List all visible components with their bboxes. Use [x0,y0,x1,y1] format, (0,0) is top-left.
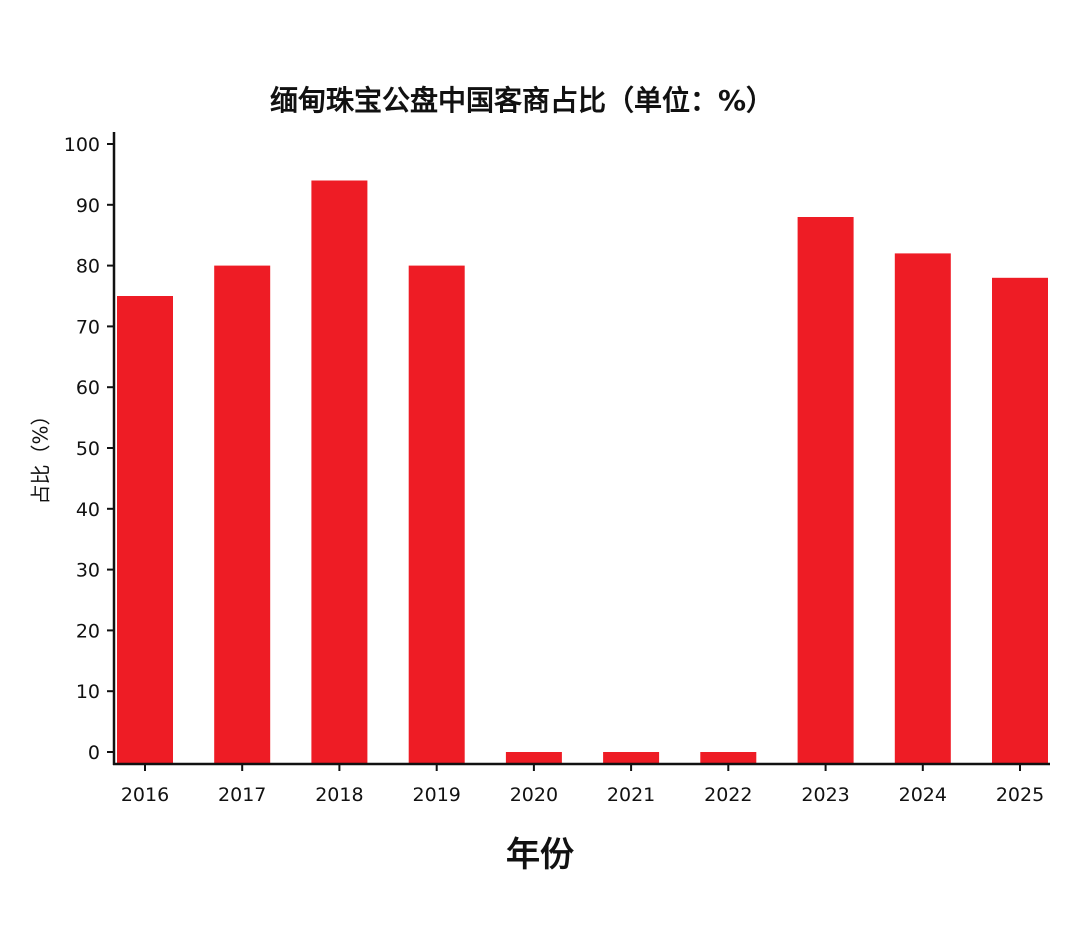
bar-2023 [797,217,854,764]
bar-2025 [992,277,1048,764]
bar-2022 [700,752,757,764]
x-tick-label-2023: 2023 [801,784,849,806]
y-tick-label-60: 60 [76,377,100,399]
y-tick-label-90: 90 [76,195,100,217]
bar-2021 [603,752,660,764]
bar-2016 [117,296,173,764]
y-ticks-layer: 0 10 20 30 40 50 60 70 80 90 100 [64,134,114,764]
x-tick-label-2016: 2016 [121,784,169,806]
x-ticks-layer: 2016 2017 2018 2019 2020 2021 2022 2023 2024 2025 [121,764,1044,806]
x-tick-label-2022: 2022 [704,784,752,806]
x-tick-label-2021: 2021 [607,784,655,806]
x-tick-label-2017: 2017 [218,784,266,806]
y-tick-label-20: 20 [76,620,100,642]
y-tick-label-40: 40 [76,499,100,521]
y-tick-label-80: 80 [76,256,100,278]
chart-title: 缅甸珠宝公盘中国客商占比（单位：%） [270,84,774,117]
y-tick-label-50: 50 [76,438,100,460]
x-tick-label-2020: 2020 [510,784,558,806]
bar-2019 [408,265,465,764]
bars-layer [117,180,1048,764]
x-tick-label-2025: 2025 [996,784,1044,806]
bar-2020 [505,752,562,764]
y-tick-label-10: 10 [76,681,100,703]
x-tick-label-2024: 2024 [899,784,947,806]
y-tick-label-0: 0 [88,742,100,764]
x-tick-label-2018: 2018 [315,784,363,806]
y-tick-label-100: 100 [64,134,100,156]
bar-2018 [311,180,368,764]
bar-2024 [894,253,951,764]
x-axis-label: 年份 [506,835,574,875]
bar-2017 [214,265,271,764]
y-axis-label-group: 占比（%） [29,405,53,504]
y-tick-label-70: 70 [76,316,100,338]
y-tick-label-30: 30 [76,560,100,582]
y-axis-label: 占比（%） [29,405,53,504]
x-tick-label-2019: 2019 [413,784,461,806]
